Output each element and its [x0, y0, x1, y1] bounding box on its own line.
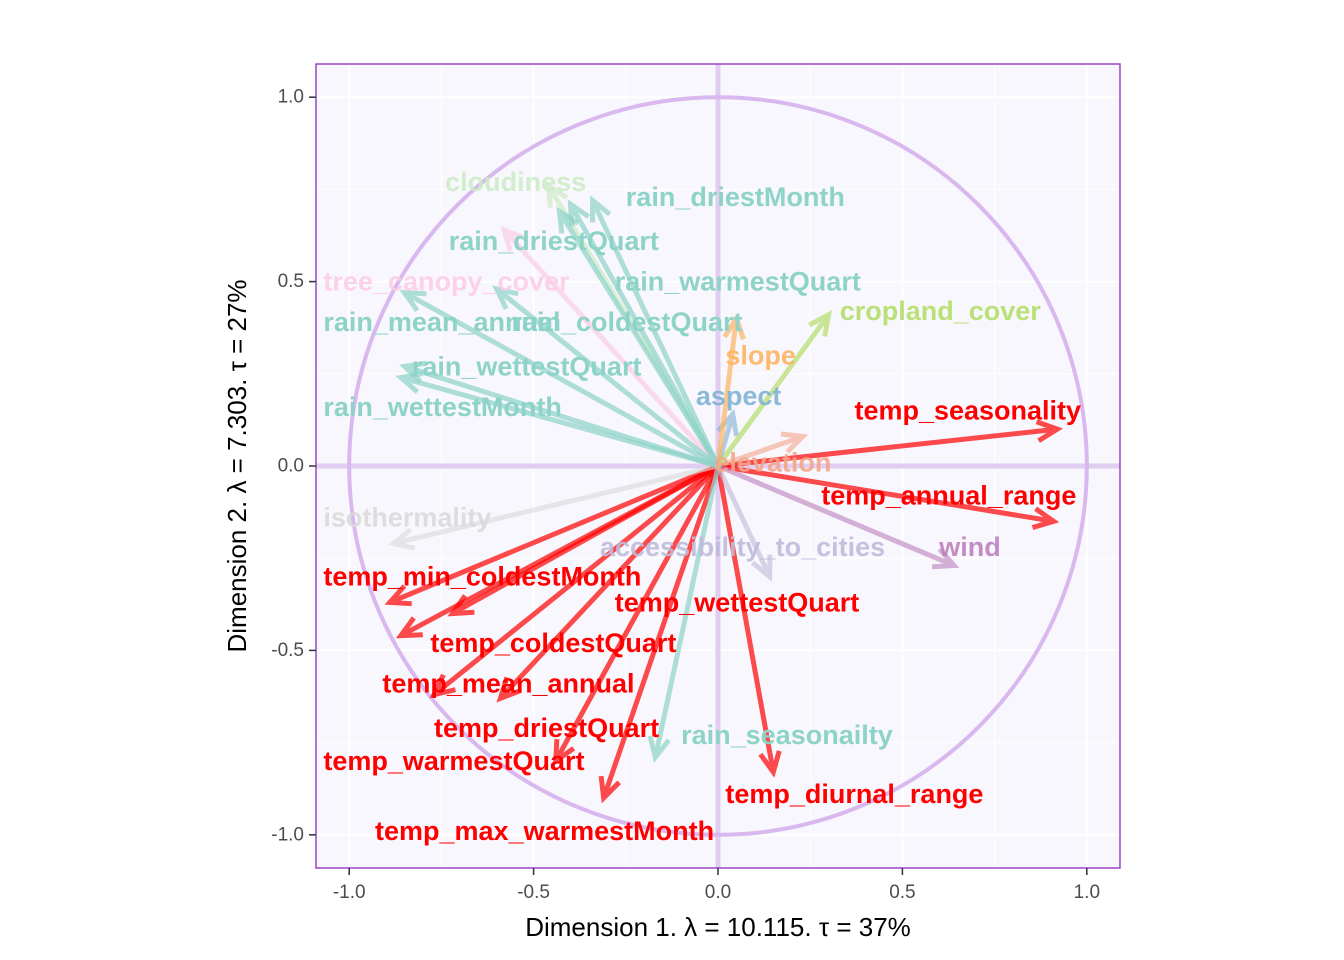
label-temp-driestQuart: temp_driestQuart — [434, 713, 659, 743]
y-tick-label: -0.5 — [271, 640, 304, 661]
arrow-temp-wettestQuart — [447, 463, 720, 617]
y-axis: -1.0 -0.5 0.0 0.5 1.0 — [271, 87, 316, 845]
y-tick-label: 1.0 — [278, 87, 304, 108]
y-tick-label: 0.0 — [278, 456, 304, 477]
variable-arrows — [384, 180, 1064, 804]
arrow-temp-min-coldestMonth — [384, 463, 719, 607]
label-temp-min-coldestMonth: temp_min_coldestMonth — [323, 562, 641, 592]
arrow-temp-seasonality — [717, 419, 1064, 469]
arrow-rain-coldestQuart — [492, 285, 720, 468]
label-temp-warmestQuart: temp_warmestQuart — [323, 746, 584, 776]
label-cloudiness: cloudiness — [445, 167, 586, 197]
arrow-isothermality — [387, 463, 719, 551]
y-tick-label: -1.0 — [271, 824, 304, 845]
x-tick-label: 0.0 — [705, 882, 731, 903]
y-axis-title: Dimension 2. λ = 7.303. τ = 27% — [222, 279, 252, 652]
label-rain-wettestMonth: rain_wettestMonth — [323, 392, 562, 422]
arrow-rain-driestMonth — [589, 195, 721, 468]
label-rain-coldestQuart: rain_coldestQuart — [511, 307, 742, 337]
arrow-elevation — [717, 431, 809, 469]
label-slope: slope — [725, 340, 796, 370]
arrow-rain-seasonailty — [647, 465, 721, 763]
label-accessibility-to-cities: accessibility_to_cities — [600, 532, 885, 562]
arrow-tree-canopy-cover — [500, 225, 720, 468]
label-aspect: aspect — [696, 381, 782, 411]
label-cropland-cover: cropland_cover — [840, 296, 1042, 326]
x-axis-title: Dimension 1. λ = 10.115. τ = 37% — [525, 912, 911, 942]
label-rain-seasonailty: rain_seasonailty — [681, 720, 893, 750]
arrow-rain-warmestQuart — [556, 206, 721, 468]
label-rain-mean-annual: rain_mean_annual — [323, 307, 560, 337]
x-tick-label: -0.5 — [517, 882, 550, 903]
arrow-cropland-cover — [715, 310, 833, 468]
label-rain-driestMonth: rain_driestMonth — [626, 182, 845, 212]
arrow-wind — [717, 463, 960, 570]
label-wind: wind — [938, 532, 1001, 562]
arrow-temp-mean-annual — [429, 464, 720, 699]
label-temp-seasonality: temp_seasonality — [854, 396, 1081, 426]
label-elevation: elevation — [714, 447, 831, 477]
correlation-circle — [347, 95, 1089, 837]
arrow-slope — [715, 312, 746, 467]
arrow-temp-warmestQuart — [552, 464, 721, 767]
label-temp-diurnal-range: temp_diurnal_range — [725, 779, 983, 809]
arrow-temp-driestQuart — [496, 464, 720, 703]
label-isothermality: isothermality — [323, 503, 491, 533]
arrow-rain-mean-annual — [399, 289, 720, 469]
label-rain-driestQuart: rain_driestQuart — [449, 226, 659, 256]
arrow-accessibility-to-cities — [715, 464, 773, 582]
arrow-temp-annual-range — [717, 463, 1060, 530]
arrow-rain-wettestMonth — [395, 371, 719, 469]
x-axis: -1.0 -0.5 0.0 0.5 1.0 — [333, 868, 1100, 903]
label-temp-max-warmestMonth: temp_max_warmestMonth — [375, 816, 714, 846]
label-temp-coldestQuart: temp_coldestQuart — [430, 628, 676, 658]
x-tick-label: -1.0 — [333, 882, 366, 903]
label-temp-mean-annual: temp_mean_annual — [382, 669, 634, 699]
arrow-temp-diurnal-range — [715, 465, 782, 778]
label-rain-warmestQuart: rain_warmestQuart — [615, 267, 861, 297]
label-temp-wettestQuart: temp_wettestQuart — [615, 587, 860, 617]
arrow-temp-max-warmestMonth — [598, 465, 721, 804]
y-tick-label: 0.5 — [278, 271, 304, 292]
label-temp-annual-range: temp_annual_range — [821, 481, 1076, 511]
x-tick-label: 0.5 — [889, 882, 915, 903]
variable-labels: temp_seasonality temp_annual_range temp_mi… — [323, 167, 1081, 846]
label-rain-wettestQuart: rain_wettestQuart — [412, 351, 642, 381]
label-tree-canopy-cover: tree_canopy_cover — [323, 267, 570, 297]
x-tick-label: 1.0 — [1074, 882, 1100, 903]
